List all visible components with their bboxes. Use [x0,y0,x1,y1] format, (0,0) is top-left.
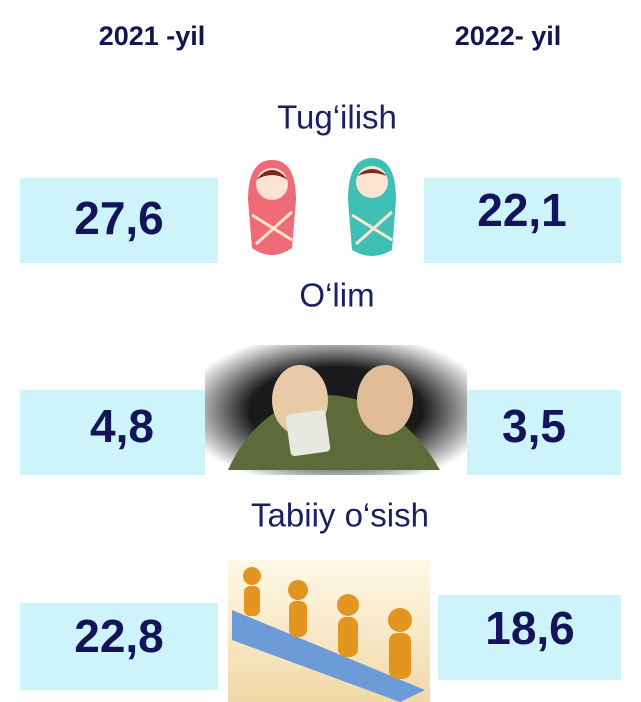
section-title: Tug‘ilish [277,99,397,136]
baby-girl-icon [248,160,296,255]
value-right: 18,6 [485,602,575,654]
year-left: 2021 -yil [99,21,206,51]
value-box [438,595,621,680]
value-left: 4,8 [90,400,154,452]
value-left: 27,6 [74,192,164,244]
section-title: Tabiiy o‘sish [251,497,429,534]
value-box [20,390,225,475]
value-right: 3,5 [502,400,566,452]
baby-boy-icon [348,158,396,256]
value-left: 22,8 [74,610,164,662]
value-box [20,178,218,263]
people-image [228,560,430,702]
section-title: O‘lim [299,277,374,314]
value-box [424,178,621,263]
death-image [205,345,467,475]
value-right: 22,1 [477,184,567,236]
value-box [447,390,621,475]
year-right: 2022- yil [455,21,562,51]
value-box [20,603,218,690]
